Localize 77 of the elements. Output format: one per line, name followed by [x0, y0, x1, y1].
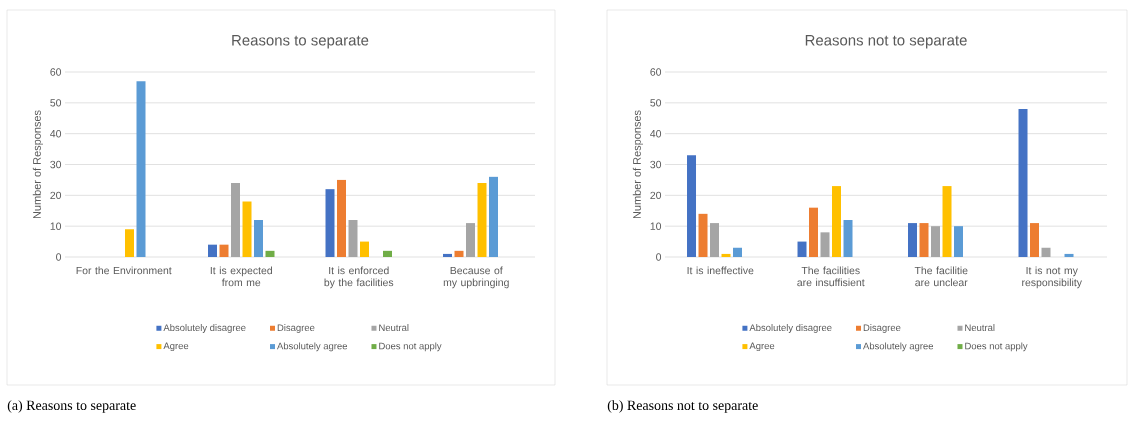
- chart-title: Reasons to separate: [232, 35, 369, 49]
- x-tick-label: It is ineffective: [687, 266, 754, 275]
- legend-label: Disagree: [277, 324, 315, 333]
- x-tick-label: The facilities are insuffisient: [797, 266, 865, 287]
- x-tick-label: It is enforced by the facilities: [324, 266, 394, 289]
- legend-label: Neutral: [965, 324, 995, 332]
- y-tick-label: 20: [650, 191, 662, 200]
- y-tick-label: 60: [50, 68, 62, 76]
- y-axis-title: Number of Responses: [32, 110, 43, 219]
- bar: [325, 189, 335, 257]
- bar: [832, 186, 842, 257]
- legend-label: Does not apply: [379, 342, 442, 352]
- bar: [687, 155, 697, 257]
- bar: [954, 226, 964, 257]
- bar: [843, 220, 853, 257]
- y-tick-label: 50: [650, 99, 662, 107]
- bar: [265, 250, 275, 257]
- legend-label: Absolutely agree: [863, 342, 934, 352]
- bar: [208, 244, 218, 257]
- bar: [360, 241, 370, 257]
- y-tick-label: 40: [50, 129, 62, 138]
- y-axis-title: Number of Responses: [632, 110, 644, 219]
- legend-label: Agree: [163, 342, 189, 352]
- bar: [489, 176, 499, 257]
- y-tick-label: 30: [50, 160, 62, 169]
- bar: [231, 183, 241, 257]
- x-tick-label: It is not my responsibility: [1022, 266, 1082, 289]
- legend-label: Absolutely disagree: [749, 324, 832, 333]
- text: (a) Reasons to separate: [7, 400, 136, 413]
- bar: [710, 223, 720, 257]
- bar: [348, 220, 358, 257]
- y-tick-label: 0: [56, 253, 62, 261]
- bar: [1064, 253, 1074, 257]
- y-tick-label: 50: [50, 99, 62, 107]
- x-tick-label: For the Environment: [76, 266, 172, 275]
- bar: [797, 241, 807, 257]
- bar: [443, 253, 453, 257]
- y-tick-label: 10: [50, 222, 62, 230]
- legend-label: Absolutely agree: [277, 342, 348, 352]
- bar: [698, 213, 708, 257]
- bar: [125, 229, 135, 257]
- bar: [136, 81, 146, 257]
- bar: [942, 186, 952, 257]
- y-tick-label: 10: [650, 222, 662, 230]
- bar: [809, 207, 819, 257]
- chart-title: Reasons not to separate: [805, 35, 967, 49]
- bar: [466, 223, 476, 257]
- y-tick-label: 20: [50, 191, 62, 200]
- legend-label: Disagree: [863, 324, 901, 333]
- bar: [383, 250, 393, 257]
- y-tick-label: 30: [650, 160, 662, 169]
- bar: [721, 253, 731, 257]
- y-tick-label: 40: [650, 129, 662, 138]
- bar: [477, 183, 487, 257]
- legend-label: Agree: [749, 342, 775, 352]
- text: (b) Reasons not to separate: [607, 400, 758, 413]
- bar: [908, 223, 918, 257]
- bar: [733, 247, 743, 257]
- legend-label: Absolutely disagree: [163, 324, 246, 333]
- bar: [337, 179, 347, 257]
- bar: [219, 244, 229, 257]
- bar: [919, 223, 929, 257]
- y-tick-label: 60: [650, 68, 662, 76]
- bar: [931, 226, 941, 257]
- bar: [254, 220, 264, 257]
- x-tick-label: It is expected from me: [210, 266, 272, 287]
- y-tick-label: 0: [656, 253, 662, 261]
- bar: [454, 250, 464, 257]
- x-tick-label: The facilitie are unclear: [914, 266, 968, 287]
- bar: [1018, 109, 1028, 257]
- bar: [1041, 247, 1051, 257]
- bar: [820, 232, 830, 257]
- legend-label: Does not apply: [965, 342, 1028, 352]
- legend-label: Neutral: [379, 324, 409, 332]
- bar: [1030, 223, 1040, 257]
- bar: [242, 201, 252, 257]
- x-tick-label: Because of my upbringing: [443, 266, 509, 289]
